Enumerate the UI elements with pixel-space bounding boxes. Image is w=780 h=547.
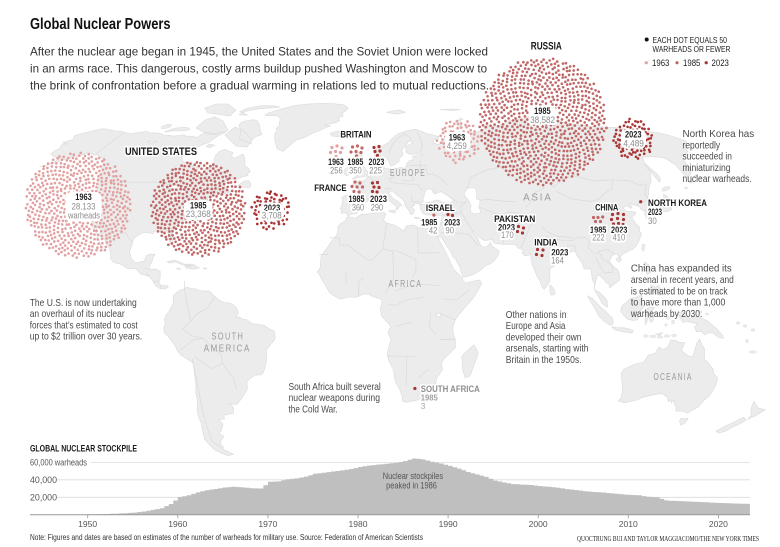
svg-text:After the nuclear age began in: After the nuclear age began in 1945, the… [30,45,489,93]
svg-text:60,000 warheads: 60,000 warheads [30,457,88,467]
svg-text:30: 30 [648,216,657,226]
svg-text:23,368: 23,368 [186,209,211,219]
svg-text:20,000: 20,000 [30,492,57,502]
svg-text:2010: 2010 [619,519,638,529]
svg-text:PAKISTAN: PAKISTAN [494,214,535,225]
svg-text:222: 222 [592,233,604,243]
svg-text:SOUTH AFRICA: SOUTH AFRICA [421,384,480,395]
svg-text:28,133: 28,133 [72,202,96,212]
svg-text:Note: Figures and dates are ba: Note: Figures and dates are based on est… [30,533,423,542]
svg-text:360: 360 [352,202,364,212]
svg-text:40,000: 40,000 [30,475,57,485]
svg-text:AFRICA: AFRICA [389,278,423,290]
svg-text:1985: 1985 [421,392,438,402]
svg-text:1985: 1985 [348,194,364,204]
svg-text:2023: 2023 [264,203,281,213]
svg-text:warheads: warheads [67,211,100,221]
svg-text:SOUTH: SOUTH [212,330,245,342]
svg-text:GLOBAL NUCLEAR STOCKPILE: GLOBAL NUCLEAR STOCKPILE [30,444,137,454]
svg-text:1985: 1985 [534,106,551,116]
svg-text:BRITAIN: BRITAIN [340,129,371,140]
svg-text:ISRAEL: ISRAEL [426,203,455,214]
svg-text:2023: 2023 [551,248,568,258]
svg-text:4,489: 4,489 [623,138,644,148]
svg-text:OCEANIA: OCEANIA [654,371,693,383]
svg-text:CHINA: CHINA [595,203,618,214]
svg-text:INDIA: INDIA [534,238,558,249]
svg-text:AMERICA: AMERICA [204,342,251,354]
svg-text:256: 256 [330,166,343,176]
svg-text:2023: 2023 [648,207,662,217]
svg-text:1985: 1985 [421,217,437,227]
svg-text:170: 170 [501,230,514,240]
svg-text:3: 3 [421,401,426,411]
svg-text:1970: 1970 [258,519,277,529]
svg-text:UNITED STATES: UNITED STATES [125,146,197,158]
svg-text:3,708: 3,708 [262,211,282,221]
svg-text:225: 225 [369,166,382,176]
svg-text:42: 42 [429,226,438,236]
svg-text:1985: 1985 [190,201,207,211]
svg-text:2020: 2020 [709,519,728,529]
svg-text:1963: 1963 [652,58,669,68]
svg-text:2023: 2023 [498,222,515,232]
svg-text:1985: 1985 [348,157,364,167]
svg-text:1960: 1960 [168,519,187,529]
svg-text:RUSSIA: RUSSIA [531,41,562,53]
svg-text:QUOCTRUNG BUI AND TAYLOR MAGGI: QUOCTRUNG BUI AND TAYLOR MAGGIACOMO/THE … [577,535,759,543]
svg-text:EACH DOT EQUALS 50: EACH DOT EQUALS 50 [653,35,728,45]
svg-text:1980: 1980 [349,519,368,529]
svg-text:2023: 2023 [369,157,385,167]
svg-text:410: 410 [613,233,626,243]
svg-text:2000: 2000 [529,519,548,529]
svg-text:2023: 2023 [444,217,460,227]
svg-text:peaked in 1986: peaked in 1986 [386,481,437,491]
svg-text:1963: 1963 [449,133,466,143]
svg-text:1963: 1963 [75,192,92,202]
svg-text:EUROPE: EUROPE [390,167,426,179]
svg-text:Nuclear stockpiles: Nuclear stockpiles [383,471,444,481]
svg-text:2023: 2023 [611,225,627,235]
svg-text:1963: 1963 [328,157,344,167]
svg-text:2023: 2023 [712,58,729,68]
svg-text:Global Nuclear Powers: Global Nuclear Powers [30,16,171,33]
svg-text:NORTH KOREA: NORTH KOREA [648,198,707,209]
svg-text:1950: 1950 [78,519,97,529]
svg-text:1990: 1990 [439,519,458,529]
svg-text:2023: 2023 [370,194,387,204]
svg-text:350: 350 [349,166,362,176]
svg-text:38,582: 38,582 [530,115,555,125]
svg-text:ASIA: ASIA [523,191,553,203]
svg-text:4,259: 4,259 [447,141,467,151]
svg-text:290: 290 [371,202,383,212]
svg-text:FRANCE: FRANCE [314,183,346,194]
svg-text:1985: 1985 [683,58,700,68]
svg-text:WARHEADS OR FEWER: WARHEADS OR FEWER [653,44,731,54]
svg-text:90: 90 [446,226,455,236]
svg-text:164: 164 [551,256,564,266]
svg-text:1985: 1985 [590,225,606,235]
svg-text:2023: 2023 [625,130,642,140]
